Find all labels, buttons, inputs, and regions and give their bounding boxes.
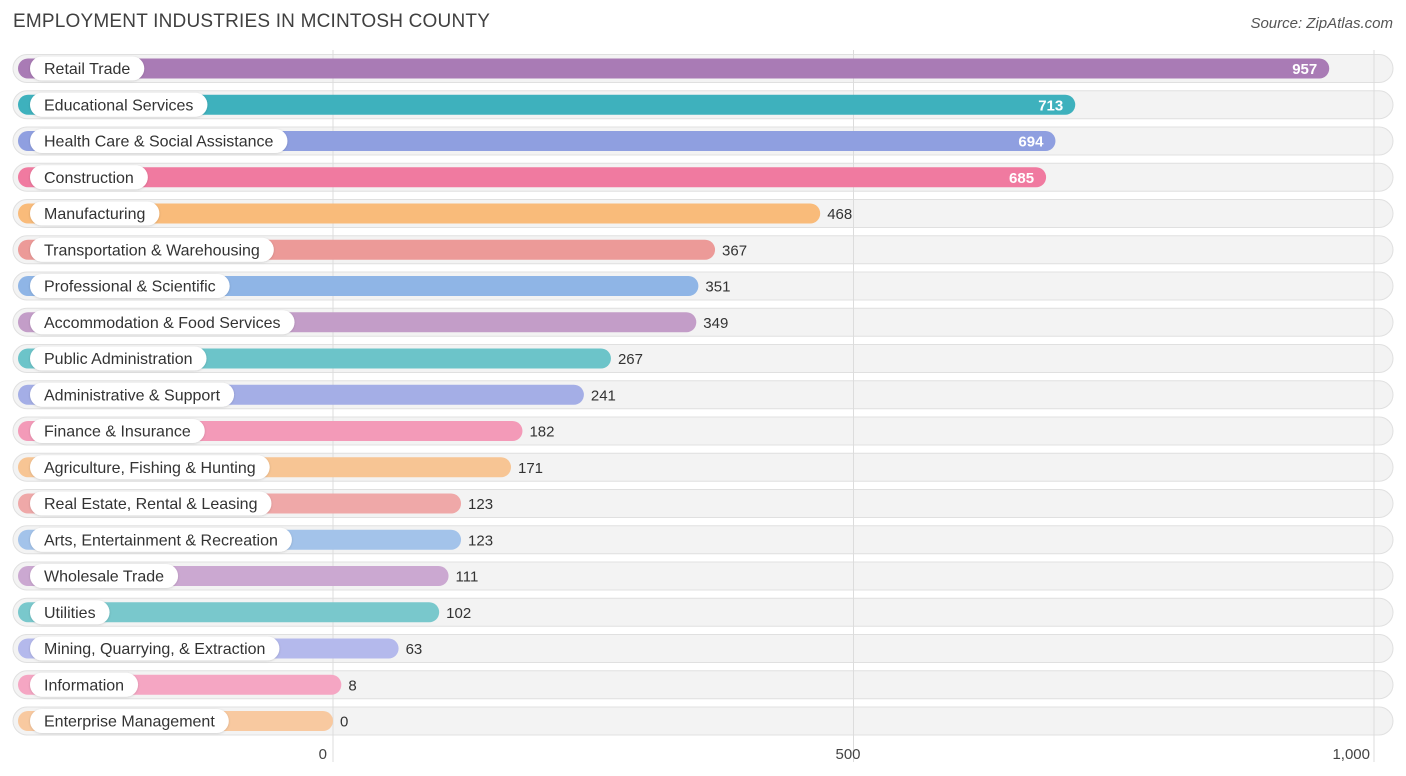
value-label: 63	[406, 641, 423, 658]
category-label: Utilities	[44, 605, 96, 622]
category-label-pill	[30, 600, 110, 625]
category-label: Accommodation & Food Services	[44, 315, 281, 332]
value-label: 123	[468, 496, 493, 513]
category-label: Agriculture, Fishing & Hunting	[44, 460, 256, 477]
category-label-pill	[30, 274, 230, 298]
value-label: 367	[722, 242, 747, 259]
category-label-pill	[30, 419, 205, 443]
category-label: Wholesale Trade	[44, 569, 164, 586]
row-track	[12, 706, 1394, 736]
category-label-pill	[30, 237, 274, 262]
category-label: Real Estate, Rental & Leasing	[44, 496, 257, 513]
value-label: 111	[456, 569, 479, 586]
bar	[18, 58, 1330, 79]
category-label: Retail Trade	[44, 61, 130, 78]
category-label: Information	[44, 677, 124, 694]
value-label: 694	[1018, 134, 1044, 151]
category-label-pill	[30, 491, 272, 516]
row-track	[12, 670, 1394, 700]
bar	[18, 94, 1076, 115]
tick-label: 500	[836, 746, 861, 763]
value-label: 468	[827, 206, 852, 223]
category-label-pill	[30, 455, 270, 480]
value-label: 349	[703, 315, 728, 332]
bars: Retail Trade 957 Educational Services 713 He…	[18, 56, 1330, 733]
category-label-pill	[30, 527, 292, 552]
category-label-pill	[30, 709, 229, 733]
category-label-pill	[30, 636, 280, 661]
tick-label: 1,000	[1332, 746, 1370, 763]
category-label: Finance & Insurance	[44, 424, 191, 441]
value-label: 241	[591, 387, 616, 404]
category-label: Health Care & Social Assistance	[44, 134, 274, 151]
value-label: 351	[705, 279, 730, 296]
category-label-pill	[30, 201, 160, 226]
category-label: Public Administration	[44, 351, 193, 368]
value-label: 267	[618, 351, 643, 368]
category-label: Transportation & Warehousing	[44, 242, 260, 259]
value-label: 685	[1009, 170, 1034, 187]
chart-title: EMPLOYMENT INDUSTRIES IN MCINTOSH COUNTY	[13, 11, 491, 32]
category-label: Manufacturing	[44, 206, 145, 223]
category-label-pill	[30, 129, 288, 153]
tick-label: 0	[319, 746, 327, 763]
value-label: 0	[340, 714, 348, 731]
value-label: 123	[468, 532, 493, 549]
value-label: 102	[446, 605, 471, 622]
category-label: Enterprise Management	[44, 714, 215, 731]
category-label: Professional & Scientific	[44, 279, 216, 296]
value-label: 713	[1038, 97, 1063, 114]
category-label: Construction	[44, 170, 134, 187]
value-label: 957	[1292, 61, 1317, 78]
category-label-pill	[30, 310, 295, 335]
category-label-pill	[30, 564, 179, 588]
bar	[18, 167, 1047, 188]
source-label: Source: ZipAtlas.com	[1250, 15, 1393, 32]
x-axis-ticks: 0 500 1,000	[319, 746, 1370, 763]
category-label: Administrative & Support	[44, 387, 221, 404]
category-label-pill	[30, 165, 148, 190]
category-label: Mining, Quarrying, & Extraction	[44, 641, 265, 658]
category-label-pill	[30, 382, 235, 407]
category-label-pill	[30, 56, 145, 81]
category-label-pill	[30, 92, 208, 117]
category-label-pill	[30, 346, 207, 371]
value-label: 182	[529, 424, 554, 441]
bar	[18, 602, 440, 623]
category-label: Arts, Entertainment & Recreation	[44, 532, 278, 549]
category-label: Educational Services	[44, 97, 193, 114]
bar	[18, 203, 821, 224]
category-label-pill	[30, 672, 139, 697]
value-label: 8	[348, 677, 356, 694]
value-label: 171	[518, 460, 543, 477]
